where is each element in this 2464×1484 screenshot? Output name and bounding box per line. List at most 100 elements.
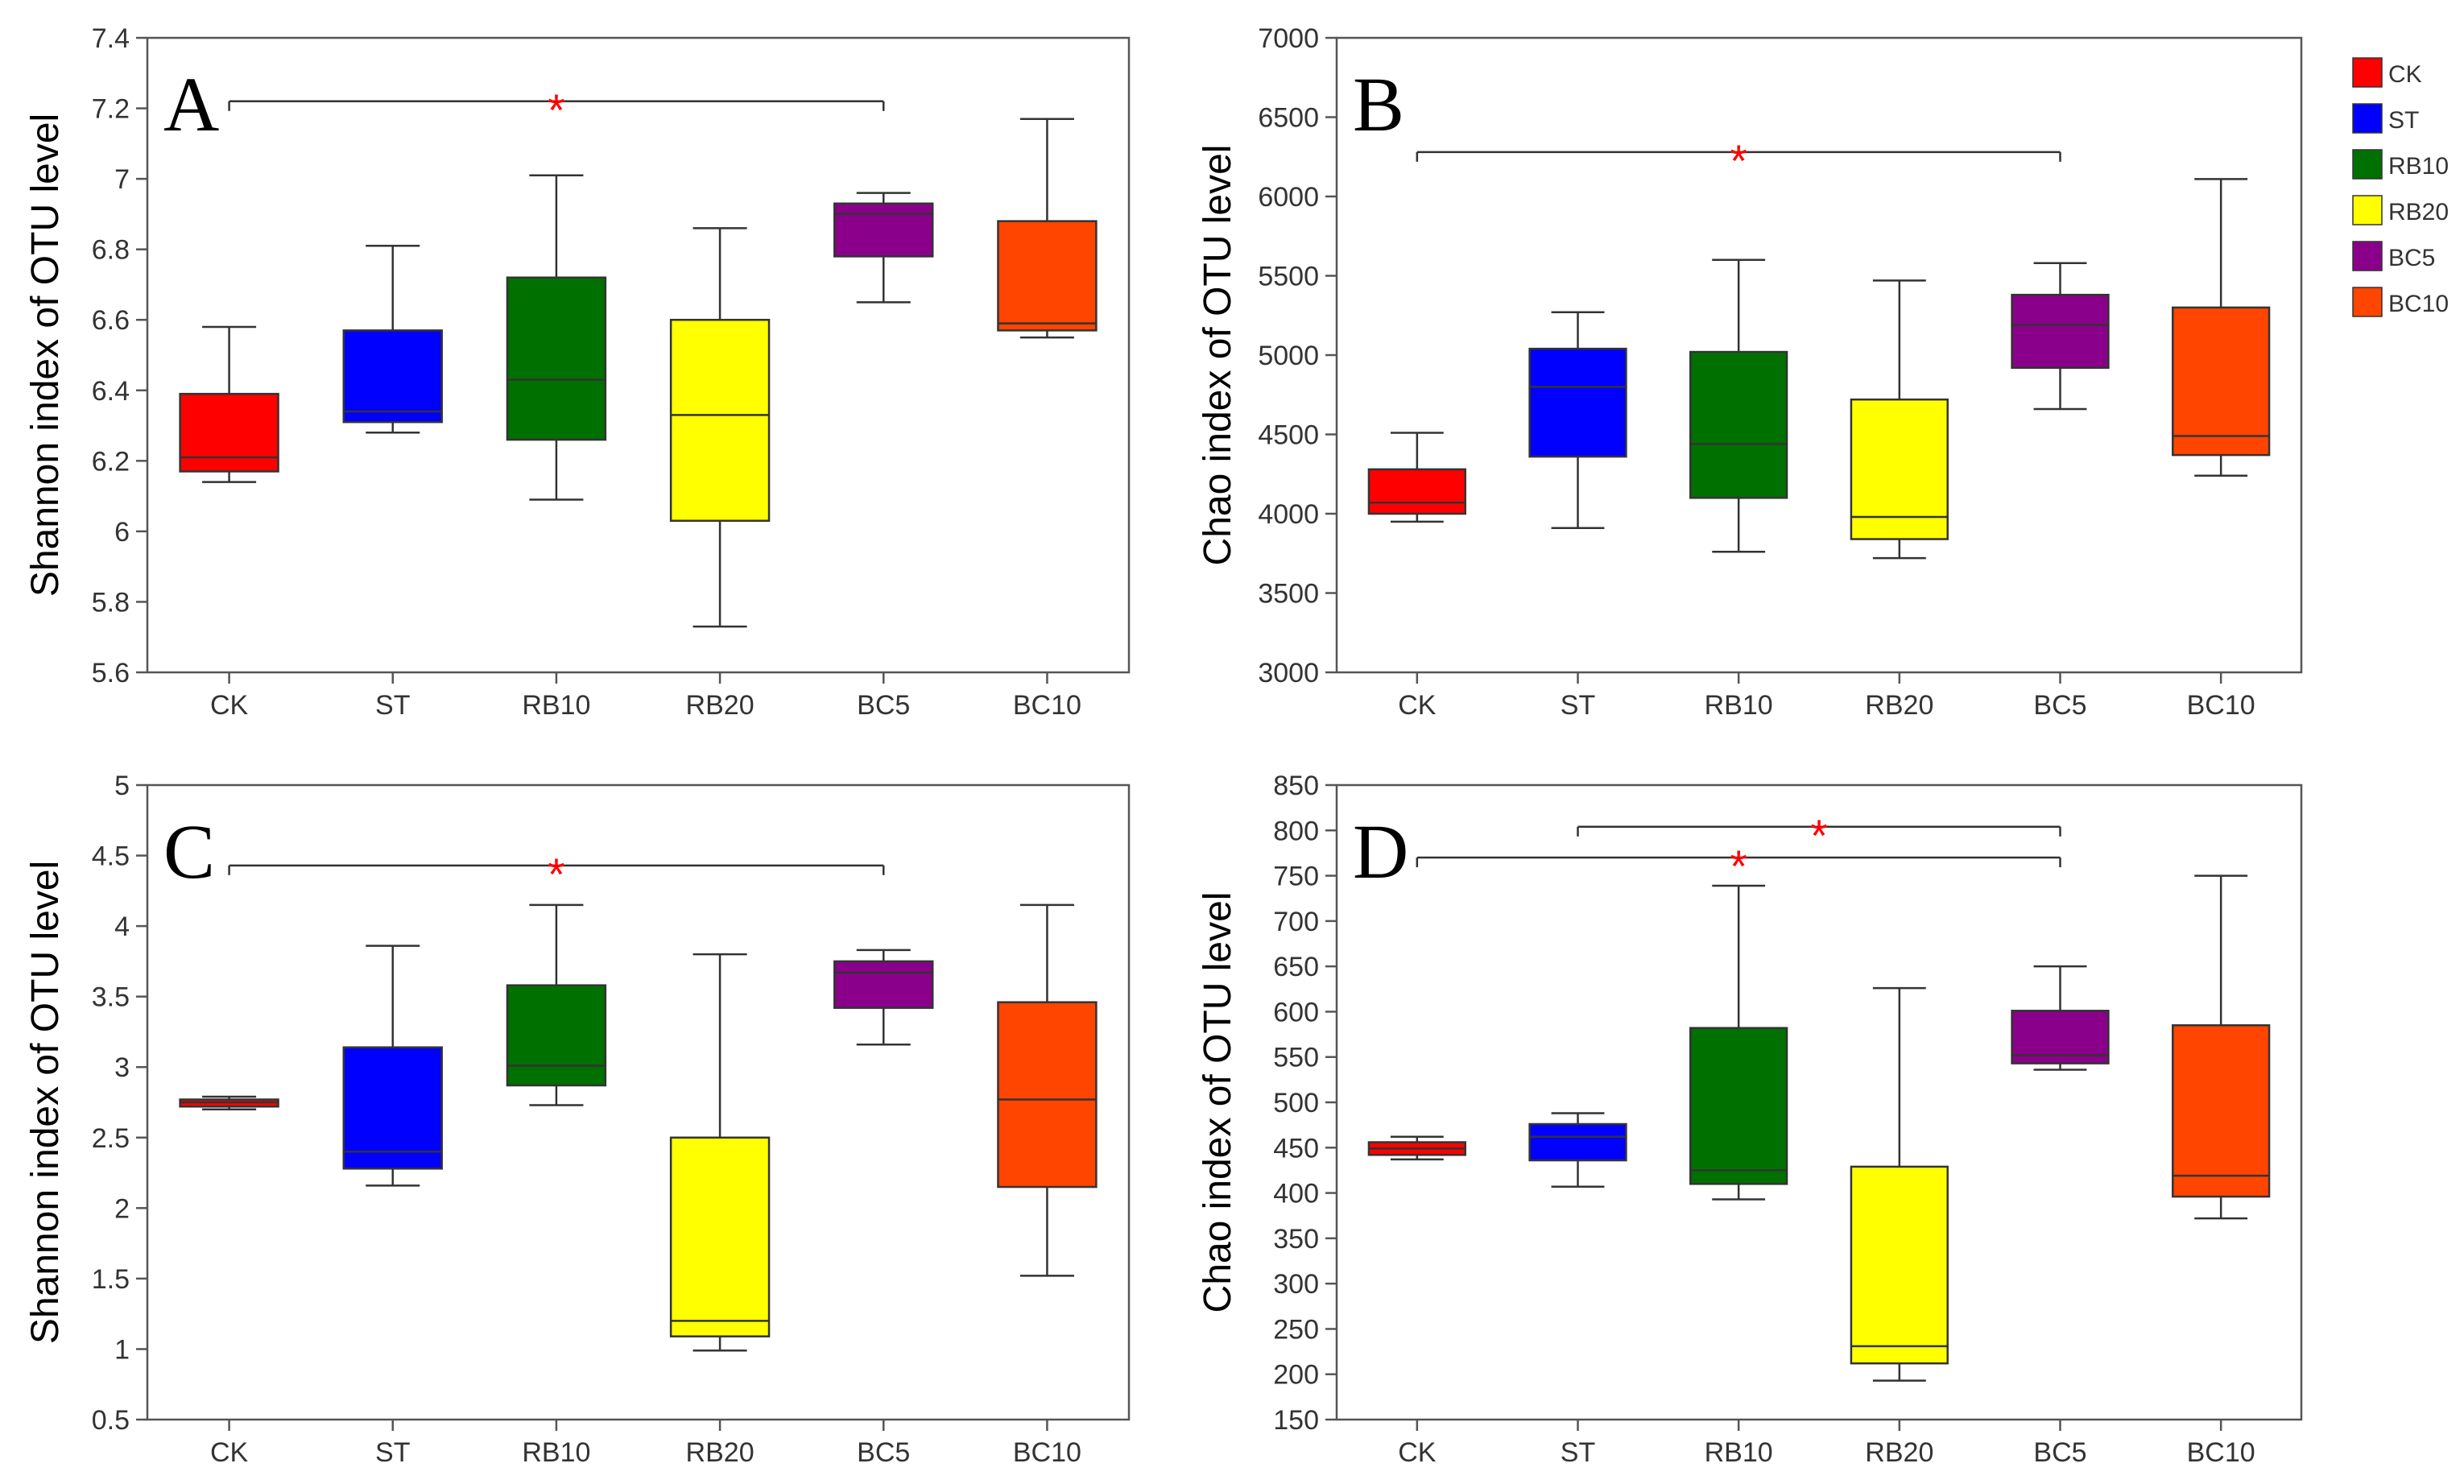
box-iqr: [179, 392, 279, 473]
y-tick-label: 3: [114, 1052, 130, 1083]
y-tick-label: 6: [114, 517, 130, 548]
legend-swatch: [2352, 103, 2383, 134]
box-rb10: [1689, 884, 1788, 1201]
legend-label: BC5: [2388, 245, 2435, 271]
y-tick-label: 650: [1273, 952, 1319, 982]
significance-star: *: [548, 85, 565, 135]
y-tick-label: 350: [1273, 1224, 1319, 1255]
x-tick-label: ST: [375, 1437, 410, 1468]
legend-label: RB10: [2388, 153, 2449, 180]
legend-item: CK: [2352, 57, 2422, 88]
y-tick-label: 5: [114, 771, 130, 801]
box-rb10: [506, 174, 607, 501]
box-ck: [1367, 432, 1466, 523]
box-iqr: [342, 1046, 443, 1170]
y-tick-label: 5.8: [92, 587, 130, 618]
box-bc10: [2172, 874, 2271, 1220]
y-tick-label: 300: [1273, 1269, 1319, 1300]
y-tick-label: 4: [114, 911, 130, 942]
x-tick-label: CK: [210, 690, 249, 721]
x-tick-label: RB20: [686, 690, 754, 721]
panel-d: 150 200 250 300 350 400 450 500 550 600 650 700 750 8…: [1197, 771, 2303, 1468]
x-tick-label: RB20: [686, 1437, 754, 1468]
x-tick-label: BC10: [1013, 690, 1081, 721]
x-tick-label: RB20: [1865, 690, 1933, 721]
box-iqr: [2172, 306, 2271, 457]
y-tick-label: 250: [1273, 1314, 1319, 1345]
y-tick-label: 550: [1273, 1043, 1319, 1073]
panel-letter: D: [1353, 808, 1408, 895]
x-tick-label: RB10: [1705, 1437, 1773, 1468]
y-tick-label: 6500: [1258, 103, 1319, 134]
box-iqr: [997, 220, 1098, 332]
y-tick-label: 800: [1273, 816, 1319, 846]
box-iqr: [997, 1001, 1098, 1188]
box-rb20: [669, 953, 771, 1352]
box-st: [342, 945, 443, 1187]
y-tick-label: 3000: [1258, 658, 1319, 688]
plot-frame: [146, 783, 1131, 1421]
legend-label: ST: [2388, 107, 2419, 134]
box-iqr: [342, 329, 443, 424]
box-bc10: [997, 118, 1098, 339]
y-tick-label: 4.5: [92, 841, 130, 872]
significance-star: *: [548, 849, 565, 899]
x-tick-label: BC10: [2187, 690, 2255, 721]
box-rb10: [1689, 258, 1788, 553]
panel-c: 0.5 1 1.5 2 2.5 3 3.5 4 4.5 5 CK ST RB10 RB20 BC5 BC10 S…: [24, 771, 1131, 1468]
box-st: [342, 245, 443, 434]
y-axis-title: Chao index of OTU level: [1197, 145, 1239, 566]
significance-bracket: *: [1416, 841, 2061, 891]
y-tick-label: 1: [114, 1334, 130, 1365]
y-tick-label: 4000: [1258, 499, 1319, 530]
y-axis-title: Shannon index of OTU level: [24, 861, 67, 1344]
box-rb20: [669, 227, 771, 628]
y-tick-label: 2: [114, 1193, 130, 1224]
legend-swatch: [2352, 195, 2383, 225]
box-st: [1528, 1112, 1627, 1188]
box-rb10: [506, 903, 607, 1106]
box-rb20: [1850, 986, 1949, 1382]
y-tick-label: 750: [1273, 862, 1319, 892]
box-st: [1528, 311, 1627, 529]
box-bc10: [2172, 178, 2271, 477]
box-bc5: [2011, 262, 2110, 411]
y-tick-label: 5.6: [92, 658, 130, 688]
panel-letter: C: [163, 808, 215, 895]
y-axis-title: Shannon index of OTU level: [24, 114, 67, 597]
y-tick-label: 7: [114, 164, 130, 195]
box-iqr: [506, 984, 607, 1087]
significance-star: *: [1810, 810, 1828, 861]
x-tick-label: CK: [1398, 690, 1437, 721]
y-tick-label: 700: [1273, 907, 1319, 937]
panel-a: 5.6 5.8 6 6.2 6.4 6.6 6.8 7 7.2 7.4 CK ST RB10 RB20 BC…: [24, 23, 1131, 721]
box-iqr: [1850, 1165, 1949, 1365]
box-ck: [179, 325, 279, 483]
plot-frame: [1335, 783, 2303, 1421]
box-rb20: [1850, 279, 1949, 560]
x-tick-label: ST: [1561, 1437, 1595, 1468]
y-tick-label: 150: [1273, 1405, 1319, 1436]
box-iqr: [833, 202, 934, 258]
x-tick-label: RB20: [1865, 1437, 1933, 1468]
y-tick-label: 4500: [1258, 420, 1319, 451]
box-iqr: [833, 960, 934, 1009]
box-ck: [179, 1095, 279, 1111]
legend-label: BC10: [2388, 291, 2449, 317]
significance-bracket: *: [228, 85, 885, 135]
significance-bracket: *: [228, 849, 885, 899]
box-iqr: [2011, 293, 2110, 370]
x-tick-label: BC10: [2187, 1437, 2255, 1468]
y-tick-label: 3.5: [92, 982, 130, 1013]
x-tick-label: BC5: [2033, 690, 2086, 721]
x-tick-label: BC5: [857, 690, 910, 721]
y-tick-label: 6.2: [92, 446, 130, 477]
x-tick-label: RB10: [522, 1437, 590, 1468]
box-iqr: [1528, 347, 1627, 458]
y-tick-label: 6.8: [92, 235, 130, 266]
y-tick-label: 7.2: [92, 94, 130, 125]
legend-swatch: [2352, 287, 2383, 317]
y-tick-label: 3500: [1258, 579, 1319, 610]
legend-swatch: [2352, 57, 2383, 88]
box-iqr: [1689, 350, 1788, 499]
